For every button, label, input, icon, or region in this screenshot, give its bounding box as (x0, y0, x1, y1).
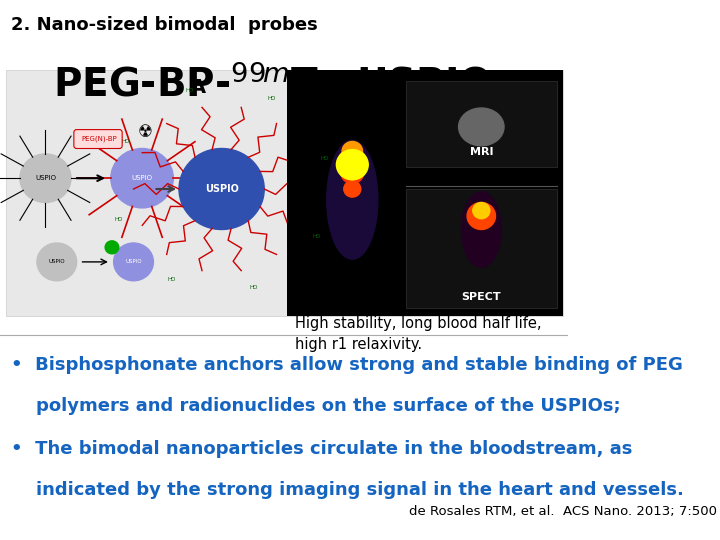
Text: HO: HO (313, 234, 321, 239)
Text: 2. Nano-sized bimodal  probes: 2. Nano-sized bimodal probes (12, 16, 318, 34)
Text: PEG-BP-$^{99m}$Tc-USPIOs: PEG-BP-$^{99m}$Tc-USPIOs (53, 65, 515, 105)
Circle shape (114, 243, 153, 281)
Text: B: B (408, 78, 422, 97)
Text: HO: HO (186, 89, 194, 93)
Circle shape (473, 202, 490, 219)
Circle shape (342, 141, 363, 161)
Text: A: A (192, 78, 207, 97)
Text: de Rosales RTM, et al.  ACS Nano. 2013; 7:500: de Rosales RTM, et al. ACS Nano. 2013; 7… (409, 505, 717, 518)
Text: High stability, long blood half life,
high r1 relaxivity.: High stability, long blood half life, hi… (295, 316, 542, 352)
Text: MRI: MRI (469, 146, 493, 157)
Text: HO: HO (320, 156, 329, 161)
Circle shape (37, 243, 77, 281)
Text: polymers and radionuclides on the surface of the USPIOs;: polymers and radionuclides on the surfac… (12, 397, 621, 415)
Circle shape (467, 202, 495, 230)
Text: ☢: ☢ (138, 123, 153, 141)
FancyBboxPatch shape (6, 70, 562, 316)
Text: PEG(N)-BP: PEG(N)-BP (81, 136, 117, 143)
Circle shape (105, 241, 119, 254)
Text: USPIO: USPIO (132, 175, 153, 181)
Text: SPECT: SPECT (462, 292, 501, 302)
FancyBboxPatch shape (406, 189, 557, 308)
Text: HO: HO (114, 217, 122, 222)
Text: HO: HO (167, 277, 176, 282)
Text: •  Bisphosphonate anchors allow strong and stable binding of PEG: • Bisphosphonate anchors allow strong an… (12, 356, 683, 374)
Circle shape (341, 162, 364, 184)
Text: HO: HO (268, 96, 276, 101)
FancyBboxPatch shape (406, 81, 557, 167)
Circle shape (111, 148, 174, 208)
FancyBboxPatch shape (74, 130, 122, 148)
Circle shape (343, 181, 361, 197)
Ellipse shape (459, 108, 504, 146)
Text: indicated by the strong imaging signal in the heart and vessels.: indicated by the strong imaging signal i… (12, 481, 684, 498)
Ellipse shape (462, 192, 501, 267)
Ellipse shape (327, 140, 378, 259)
Text: USPIO: USPIO (35, 175, 56, 181)
Text: HO: HO (122, 139, 130, 144)
Circle shape (338, 148, 366, 176)
Circle shape (20, 154, 71, 202)
FancyBboxPatch shape (287, 70, 562, 316)
Circle shape (179, 148, 264, 230)
Text: •  The bimodal nanoparticles circulate in the bloodstream, as: • The bimodal nanoparticles circulate in… (12, 440, 633, 458)
Text: USPIO: USPIO (125, 259, 142, 265)
Text: USPIO: USPIO (204, 184, 238, 194)
Text: HO: HO (249, 285, 258, 289)
Text: USPIO: USPIO (48, 259, 65, 265)
Circle shape (336, 150, 368, 180)
